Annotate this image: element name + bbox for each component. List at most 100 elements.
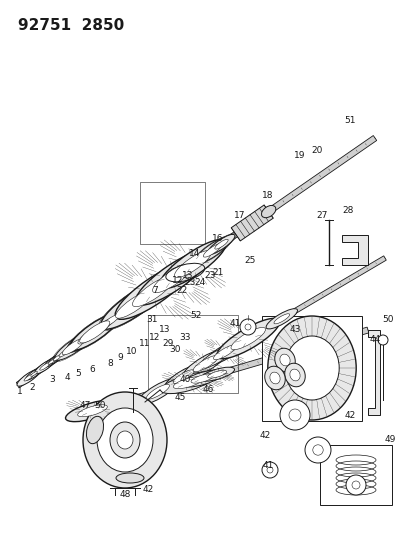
Ellipse shape (204, 339, 245, 366)
Ellipse shape (44, 356, 59, 367)
Ellipse shape (279, 354, 290, 366)
Ellipse shape (62, 338, 84, 355)
Ellipse shape (65, 400, 119, 422)
Text: 13: 13 (182, 271, 193, 279)
Ellipse shape (137, 378, 178, 405)
Ellipse shape (53, 345, 75, 361)
Ellipse shape (116, 473, 144, 483)
Circle shape (377, 335, 387, 345)
Ellipse shape (216, 318, 279, 359)
Circle shape (244, 324, 250, 330)
Text: 42: 42 (344, 410, 355, 419)
Text: 19: 19 (294, 150, 305, 159)
Ellipse shape (190, 374, 214, 383)
Ellipse shape (173, 377, 202, 389)
Text: 20: 20 (311, 146, 322, 155)
Text: 9: 9 (117, 353, 123, 362)
Ellipse shape (199, 367, 234, 381)
Ellipse shape (152, 262, 194, 293)
Ellipse shape (93, 318, 114, 333)
Ellipse shape (100, 280, 167, 329)
Ellipse shape (78, 327, 101, 344)
Text: 50: 50 (381, 316, 393, 325)
Ellipse shape (161, 372, 215, 393)
Ellipse shape (183, 349, 228, 378)
Text: 42: 42 (259, 431, 270, 440)
Ellipse shape (79, 321, 109, 343)
Ellipse shape (159, 239, 226, 288)
Bar (261, 316, 361, 421)
Ellipse shape (269, 372, 280, 384)
Text: 17: 17 (234, 211, 245, 220)
Circle shape (351, 481, 359, 489)
Text: 1: 1 (17, 387, 23, 397)
Ellipse shape (78, 405, 107, 417)
Ellipse shape (207, 370, 226, 378)
Ellipse shape (35, 359, 55, 374)
Ellipse shape (164, 364, 202, 389)
Text: 41: 41 (262, 461, 273, 470)
Text: 10: 10 (126, 348, 138, 357)
Text: 45: 45 (174, 393, 185, 402)
Ellipse shape (289, 369, 299, 381)
Ellipse shape (284, 336, 338, 400)
Text: 48: 48 (119, 490, 131, 499)
Ellipse shape (68, 320, 110, 351)
Text: 27: 27 (316, 211, 327, 220)
Ellipse shape (146, 384, 169, 399)
Ellipse shape (24, 374, 33, 381)
Polygon shape (367, 330, 379, 415)
Ellipse shape (86, 416, 103, 443)
Text: 49: 49 (383, 435, 395, 445)
Ellipse shape (26, 368, 43, 380)
Bar (147, 315, 237, 393)
Text: 46: 46 (202, 385, 213, 394)
Ellipse shape (115, 263, 192, 319)
Ellipse shape (266, 309, 297, 329)
Text: 12: 12 (149, 333, 160, 342)
Text: 22: 22 (176, 286, 187, 295)
Polygon shape (77, 327, 368, 418)
Text: 2: 2 (29, 384, 35, 392)
Bar (140, 182, 204, 244)
Text: 92751  2850: 92751 2850 (18, 18, 124, 33)
Circle shape (312, 445, 323, 455)
Ellipse shape (230, 327, 265, 350)
Text: 6: 6 (89, 366, 95, 375)
Text: 51: 51 (344, 116, 355, 125)
Ellipse shape (214, 239, 228, 249)
Text: 43: 43 (289, 326, 300, 335)
Text: 16: 16 (212, 233, 223, 243)
Ellipse shape (65, 331, 95, 353)
Ellipse shape (95, 310, 126, 332)
Ellipse shape (55, 333, 92, 360)
Ellipse shape (284, 363, 304, 387)
Ellipse shape (194, 237, 230, 264)
Ellipse shape (213, 345, 236, 360)
Ellipse shape (267, 316, 355, 420)
Text: 30: 30 (169, 345, 180, 354)
Ellipse shape (85, 312, 122, 339)
Ellipse shape (117, 431, 133, 449)
Text: 4: 4 (64, 373, 70, 382)
Ellipse shape (102, 314, 119, 327)
Bar (319, 445, 391, 505)
Polygon shape (126, 256, 385, 412)
Ellipse shape (198, 346, 233, 369)
Ellipse shape (274, 348, 294, 372)
Ellipse shape (31, 372, 37, 376)
Ellipse shape (110, 422, 140, 458)
Ellipse shape (273, 314, 289, 324)
Text: 41: 41 (229, 319, 240, 327)
Text: 40: 40 (179, 376, 190, 384)
Text: 29: 29 (162, 338, 173, 348)
Circle shape (240, 319, 255, 335)
Text: 11: 11 (139, 340, 150, 349)
Ellipse shape (80, 318, 113, 343)
Text: 42: 42 (142, 486, 153, 495)
Text: 14: 14 (189, 248, 200, 257)
Text: 52: 52 (190, 311, 201, 319)
Text: 33: 33 (179, 334, 190, 343)
Ellipse shape (69, 313, 120, 350)
Text: 8: 8 (107, 359, 113, 367)
